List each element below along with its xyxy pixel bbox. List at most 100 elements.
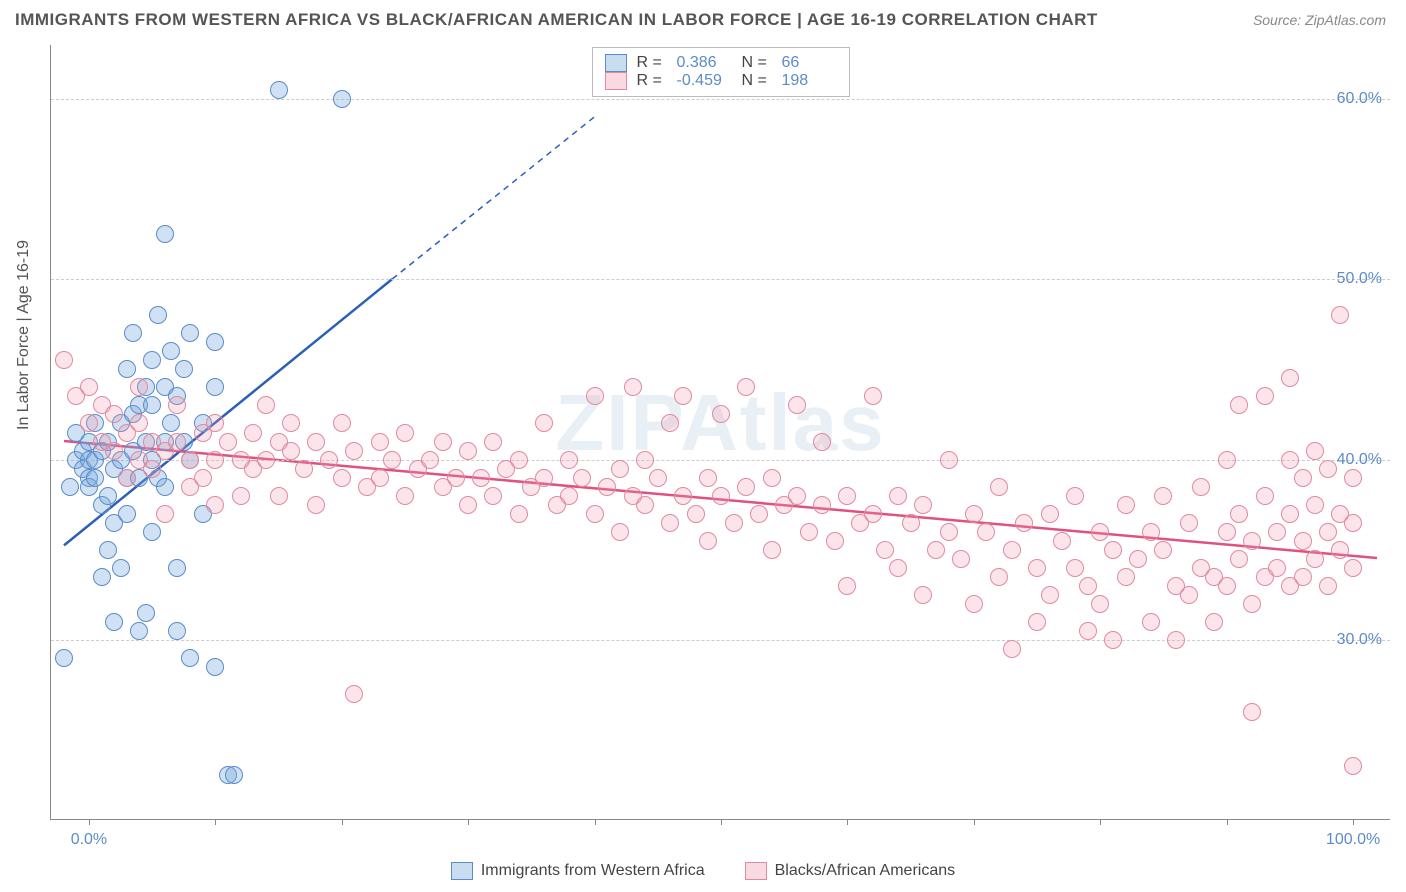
data-point: [914, 586, 932, 604]
data-point: [876, 541, 894, 559]
data-point: [206, 333, 224, 351]
data-point: [143, 523, 161, 541]
data-point: [333, 469, 351, 487]
data-point: [105, 613, 123, 631]
data-point: [1192, 478, 1210, 496]
legend-item-pink: Blacks/African Americans: [745, 862, 956, 880]
data-point: [130, 378, 148, 396]
data-point: [459, 442, 477, 460]
data-point: [977, 523, 995, 541]
data-point: [295, 460, 313, 478]
swatch-pink-icon: [745, 862, 767, 880]
x-tick: [1100, 819, 1101, 825]
data-point: [371, 469, 389, 487]
data-point: [838, 487, 856, 505]
data-point: [459, 496, 477, 514]
legend-label-blue: Immigrants from Western Africa: [481, 862, 705, 880]
data-point: [535, 469, 553, 487]
data-point: [1104, 631, 1122, 649]
data-point: [611, 523, 629, 541]
data-point: [1041, 586, 1059, 604]
data-point: [1218, 577, 1236, 595]
data-point: [112, 559, 130, 577]
data-point: [282, 414, 300, 432]
data-point: [156, 505, 174, 523]
data-point: [1091, 595, 1109, 613]
data-point: [484, 487, 502, 505]
data-point: [124, 324, 142, 342]
x-tick-label: 0.0%: [71, 831, 107, 849]
x-tick: [721, 819, 722, 825]
data-point: [175, 360, 193, 378]
data-point: [206, 451, 224, 469]
y-tick-label: 30.0%: [1337, 631, 1382, 649]
data-point: [763, 469, 781, 487]
data-point: [560, 451, 578, 469]
data-point: [725, 514, 743, 532]
data-point: [118, 469, 136, 487]
data-point: [737, 378, 755, 396]
data-point: [649, 469, 667, 487]
data-point: [282, 442, 300, 460]
data-point: [1306, 496, 1324, 514]
data-point: [699, 532, 717, 550]
data-point: [1319, 460, 1337, 478]
data-point: [813, 496, 831, 514]
data-point: [1281, 451, 1299, 469]
data-point: [1344, 757, 1362, 775]
data-point: [1268, 559, 1286, 577]
data-point: [257, 451, 275, 469]
data-point: [1079, 622, 1097, 640]
data-point: [168, 396, 186, 414]
data-point: [586, 505, 604, 523]
data-point: [1015, 514, 1033, 532]
data-point: [1294, 568, 1312, 586]
data-point: [162, 342, 180, 360]
x-tick: [468, 819, 469, 825]
data-point: [447, 469, 465, 487]
data-point: [1306, 550, 1324, 568]
data-point: [1294, 532, 1312, 550]
n-value-pink: 198: [782, 72, 837, 90]
data-point: [105, 405, 123, 423]
data-point: [333, 414, 351, 432]
r-label: R =: [637, 72, 667, 90]
swatch-blue-icon: [605, 54, 627, 72]
data-point: [586, 387, 604, 405]
n-value-blue: 66: [782, 54, 837, 72]
n-label: N =: [742, 72, 772, 90]
data-point: [889, 487, 907, 505]
data-point: [206, 496, 224, 514]
data-point: [573, 469, 591, 487]
data-point: [1256, 387, 1274, 405]
data-point: [1167, 631, 1185, 649]
data-point: [55, 649, 73, 667]
data-point: [143, 396, 161, 414]
x-tick: [595, 819, 596, 825]
swatch-pink-icon: [605, 72, 627, 90]
data-point: [55, 351, 73, 369]
chart-title: IMMIGRANTS FROM WESTERN AFRICA VS BLACK/…: [15, 10, 1098, 30]
data-point: [181, 451, 199, 469]
data-point: [1142, 613, 1160, 631]
data-point: [1281, 505, 1299, 523]
data-point: [244, 424, 262, 442]
data-point: [510, 505, 528, 523]
data-point: [788, 396, 806, 414]
data-point: [206, 378, 224, 396]
data-point: [345, 685, 363, 703]
data-point: [800, 523, 818, 541]
data-point: [371, 433, 389, 451]
data-point: [484, 433, 502, 451]
data-point: [952, 550, 970, 568]
y-tick-label: 50.0%: [1337, 270, 1382, 288]
data-point: [421, 451, 439, 469]
data-point: [902, 514, 920, 532]
data-point: [1331, 541, 1349, 559]
data-point: [1053, 532, 1071, 550]
data-point: [105, 442, 123, 460]
data-point: [1243, 532, 1261, 550]
data-point: [674, 387, 692, 405]
data-point: [826, 532, 844, 550]
data-point: [1066, 487, 1084, 505]
